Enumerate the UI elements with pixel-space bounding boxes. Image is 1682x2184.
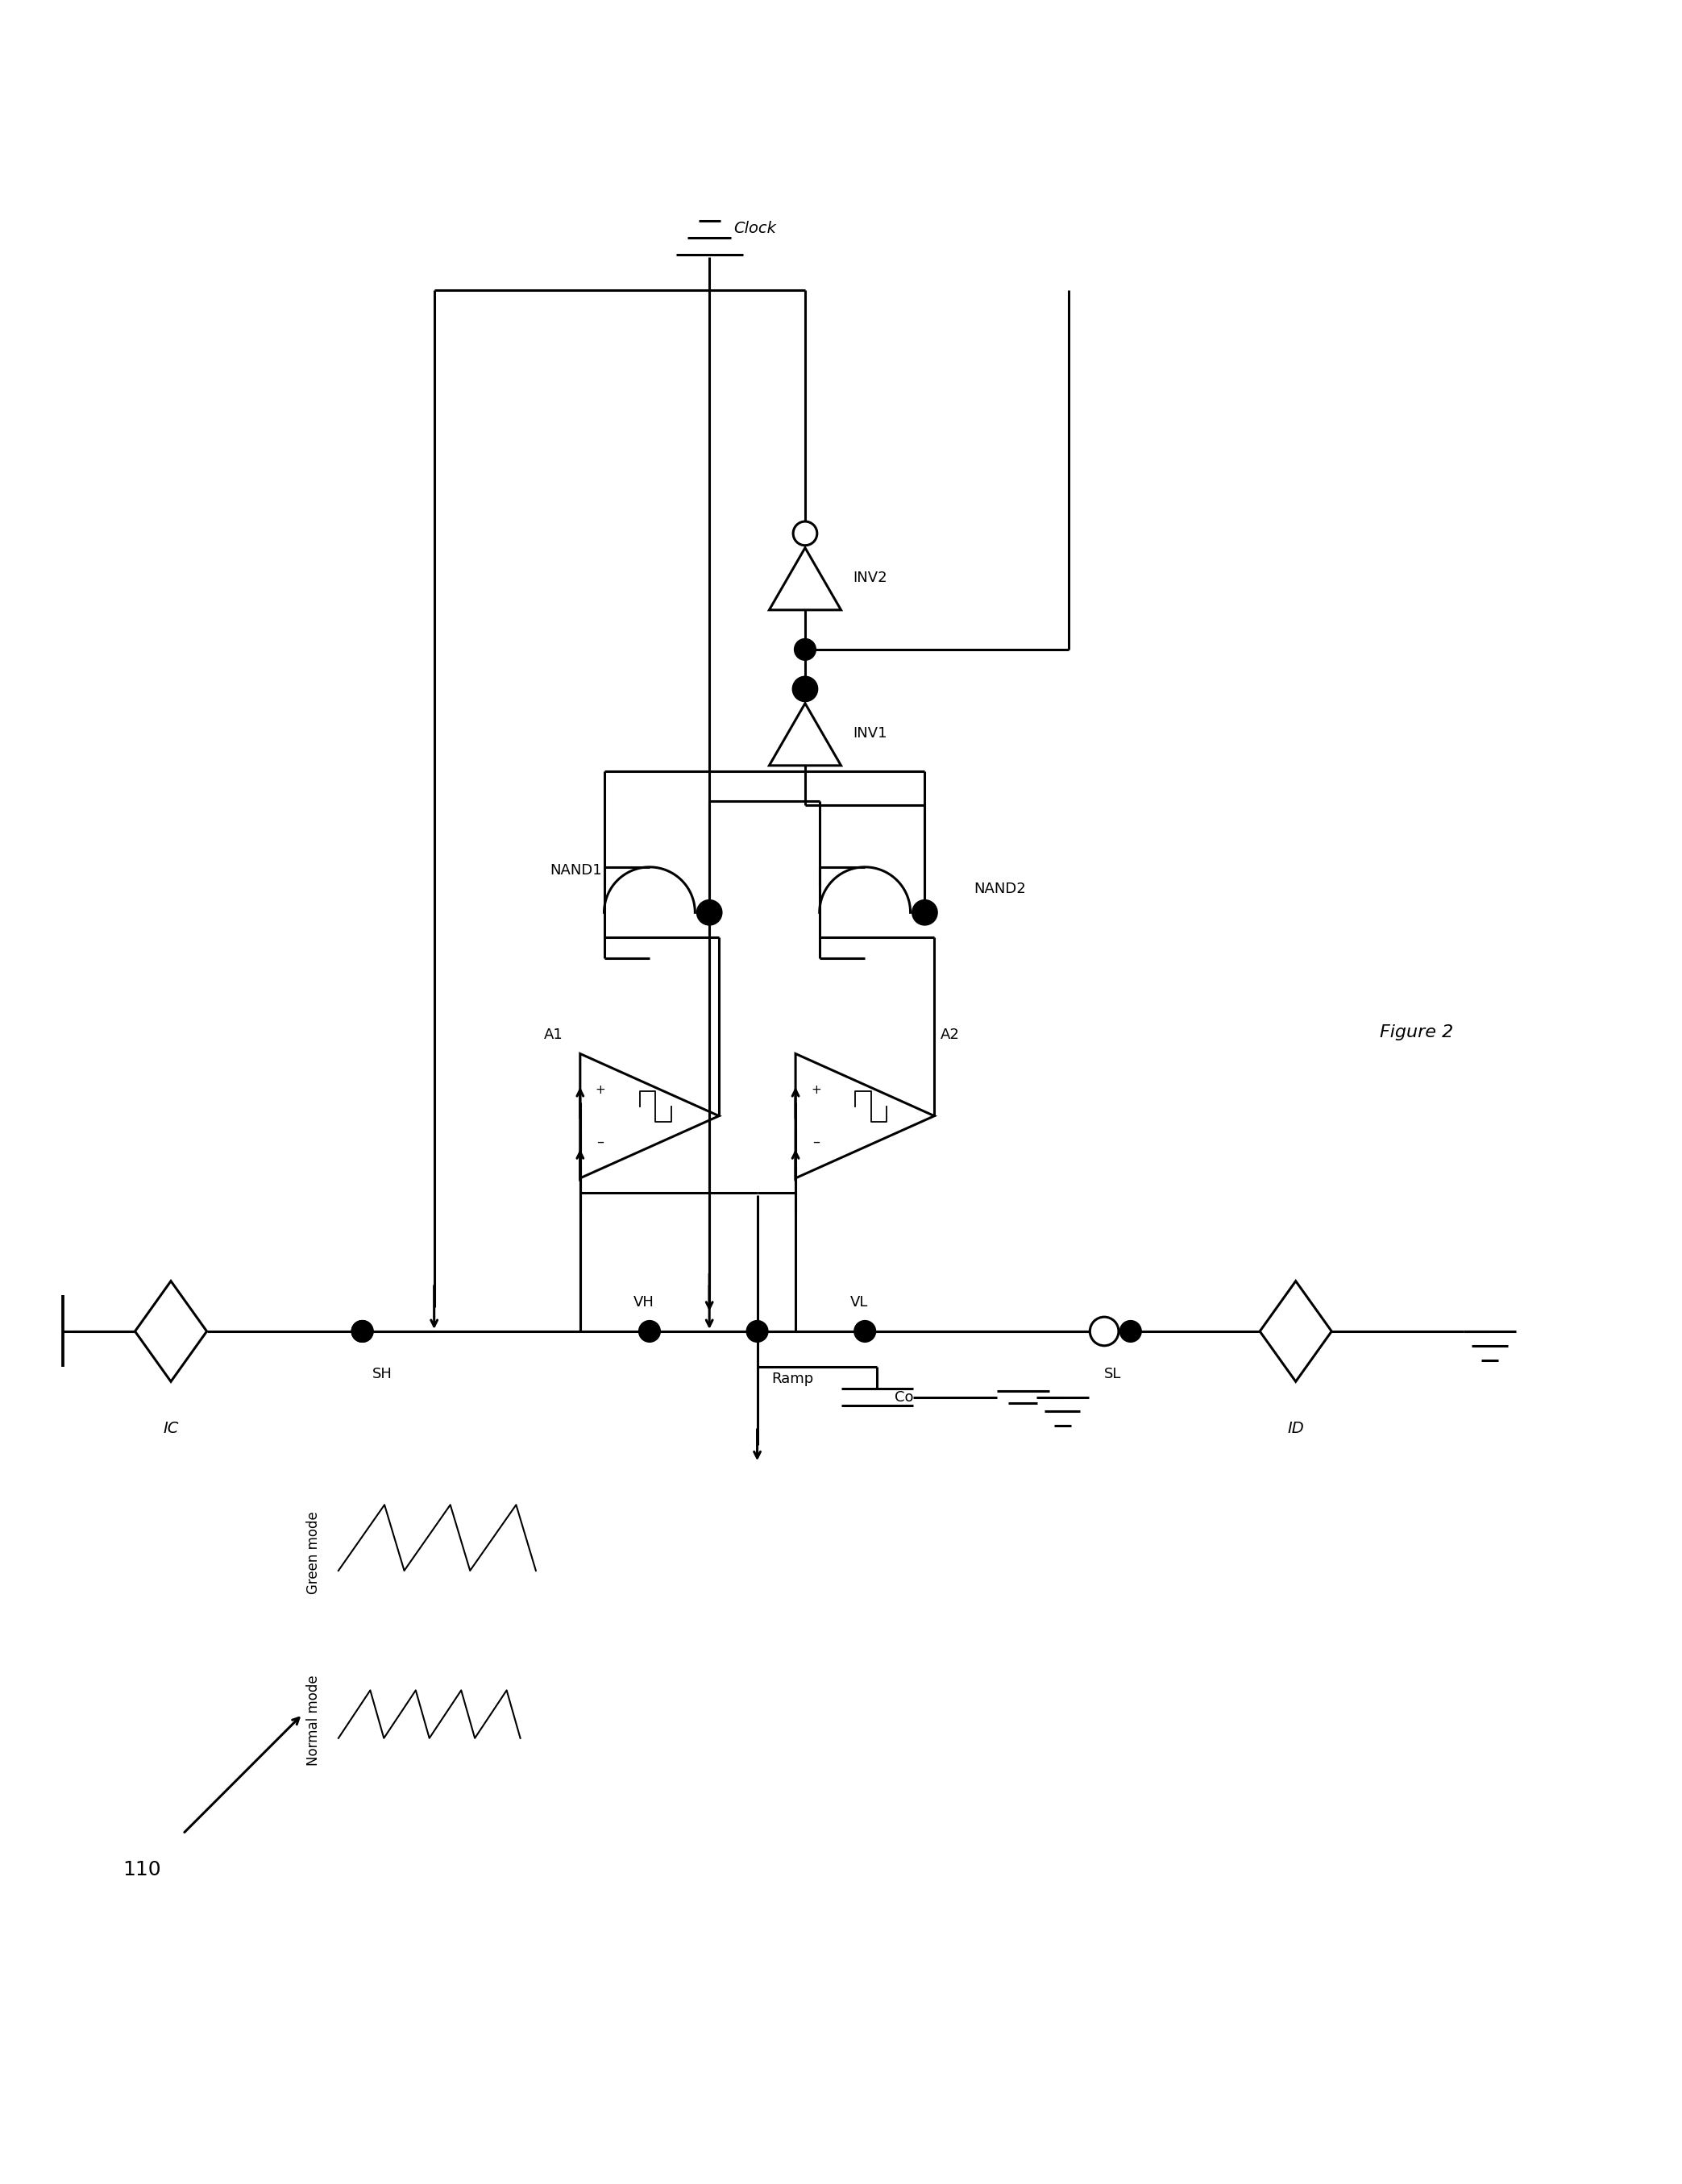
Text: SL: SL <box>1105 1367 1122 1382</box>
Text: 110: 110 <box>123 1861 161 1880</box>
Text: Green mode: Green mode <box>306 1511 321 1594</box>
Circle shape <box>794 677 817 701</box>
Circle shape <box>698 900 722 924</box>
Circle shape <box>747 1321 769 1343</box>
Text: SH: SH <box>372 1367 392 1382</box>
Circle shape <box>794 679 816 699</box>
Text: Clock: Clock <box>733 221 775 236</box>
Text: VH: VH <box>632 1295 654 1310</box>
Text: Figure 2: Figure 2 <box>1379 1024 1453 1040</box>
Text: VL: VL <box>849 1295 868 1310</box>
Circle shape <box>1090 1317 1119 1345</box>
Text: +: + <box>811 1083 821 1096</box>
Circle shape <box>913 900 937 924</box>
Circle shape <box>352 1321 373 1343</box>
Text: Normal mode: Normal mode <box>306 1675 321 1765</box>
Text: +: + <box>595 1083 606 1096</box>
Text: –: – <box>597 1136 604 1149</box>
Circle shape <box>794 522 817 546</box>
Text: –: – <box>812 1136 819 1149</box>
Text: Ramp: Ramp <box>772 1372 814 1387</box>
Text: NAND2: NAND2 <box>974 882 1026 895</box>
Text: INV1: INV1 <box>853 725 886 740</box>
Circle shape <box>913 902 935 924</box>
Text: NAND1: NAND1 <box>550 863 602 878</box>
Text: A2: A2 <box>940 1026 959 1042</box>
Circle shape <box>639 1321 661 1343</box>
Circle shape <box>794 638 816 660</box>
Circle shape <box>698 902 720 924</box>
Text: A1: A1 <box>545 1026 563 1042</box>
Circle shape <box>1120 1321 1142 1343</box>
Text: Co: Co <box>895 1389 913 1404</box>
Text: IC: IC <box>163 1422 178 1437</box>
Text: INV2: INV2 <box>853 570 888 585</box>
Circle shape <box>352 1321 373 1343</box>
Text: ID: ID <box>1287 1422 1304 1437</box>
Circle shape <box>854 1321 876 1343</box>
